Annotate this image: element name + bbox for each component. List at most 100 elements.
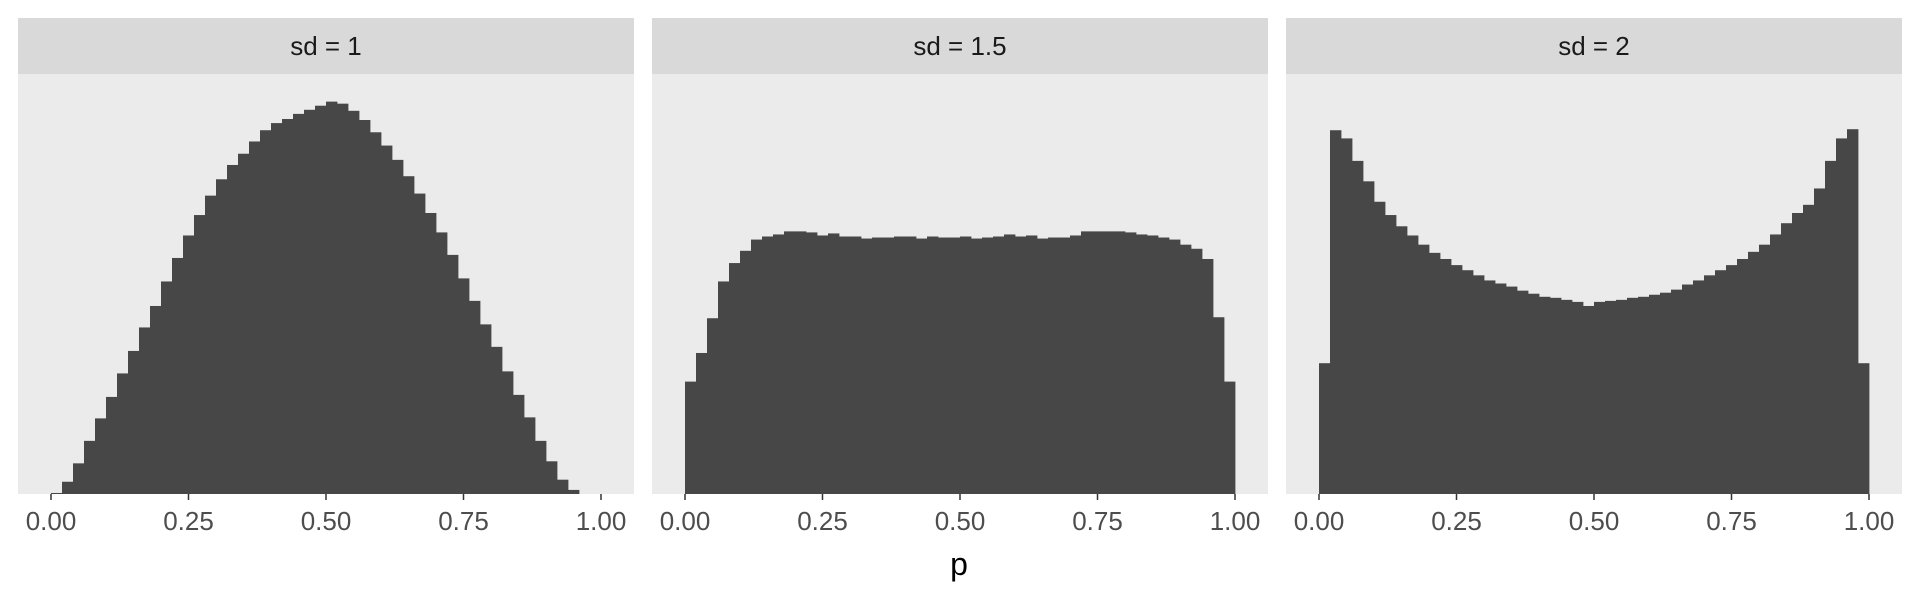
x-tick-label: 1.00	[1210, 506, 1261, 536]
histogram-bar	[1605, 300, 1617, 494]
histogram-bar	[271, 123, 283, 494]
histogram-bar	[1528, 293, 1540, 494]
histogram-bar	[795, 231, 807, 494]
histogram-bar	[1081, 231, 1093, 494]
x-tick-label: 0.50	[301, 506, 352, 536]
histogram-bar	[403, 176, 415, 495]
histogram-bar	[348, 110, 360, 494]
histogram-bar	[1726, 265, 1738, 494]
histogram-bar	[458, 278, 470, 494]
x-tick-label: 0.75	[438, 506, 489, 536]
histogram-bar	[337, 103, 349, 495]
histogram-bar	[1594, 301, 1606, 494]
histogram-bar	[117, 373, 129, 494]
histogram-bar	[491, 346, 503, 494]
x-tick-label: 0.00	[1294, 506, 1345, 536]
histogram-bar	[707, 318, 719, 494]
histogram-bar	[161, 281, 173, 494]
histogram-bar	[128, 350, 140, 494]
histogram-bar	[227, 164, 239, 494]
histogram-bar	[993, 236, 1005, 494]
histogram-bar	[249, 141, 261, 494]
histogram-bar	[436, 232, 448, 494]
histogram-bar	[1616, 299, 1628, 494]
histogram-bar	[1781, 223, 1793, 495]
histogram-bar	[971, 238, 983, 494]
histogram-bar	[1026, 235, 1038, 494]
histogram-bar	[1202, 258, 1214, 494]
histogram-bar	[1572, 301, 1584, 494]
histogram-bar	[524, 417, 536, 494]
facet-strip	[652, 18, 1268, 74]
histogram-bar	[850, 236, 862, 494]
histogram-bar	[1015, 236, 1027, 494]
histogram-bar	[828, 233, 840, 495]
histogram-bar	[1803, 204, 1815, 494]
x-tick-label: 0.50	[1569, 506, 1620, 536]
histogram-bar	[139, 327, 151, 494]
histogram-bar	[1715, 270, 1727, 494]
histogram-bar	[1103, 231, 1115, 494]
histogram-bar	[1649, 294, 1661, 494]
histogram-bar	[1191, 248, 1203, 494]
histogram-bar	[773, 234, 785, 494]
histogram-bar	[1737, 258, 1749, 494]
histogram-bar	[905, 236, 917, 494]
facet-strip-label: sd = 2	[1558, 31, 1630, 61]
histogram-bar	[817, 235, 829, 494]
x-tick-label: 0.25	[797, 506, 848, 536]
histogram-bar	[392, 159, 404, 494]
facet-strip-label: sd = 1	[290, 31, 362, 61]
x-axis-title: p	[950, 546, 968, 582]
histogram-bar	[1418, 244, 1430, 494]
histogram-bar	[1330, 130, 1342, 494]
histogram-bar	[1638, 296, 1650, 494]
histogram-bar	[326, 101, 338, 494]
x-tick-label: 0.25	[163, 506, 214, 536]
histogram-bar	[535, 440, 547, 494]
x-tick-label: 0.00	[26, 506, 77, 536]
histogram-bar	[1858, 363, 1870, 494]
histogram-bar	[1213, 317, 1225, 494]
histogram-bar	[1660, 292, 1672, 494]
histogram-bar	[1836, 138, 1848, 494]
histogram-bar	[1506, 286, 1518, 494]
x-tick-label: 1.00	[576, 506, 627, 536]
histogram-bar	[95, 418, 107, 494]
histogram-bar	[381, 145, 393, 494]
x-tick-label: 1.00	[1844, 506, 1895, 536]
histogram-bar	[557, 479, 569, 494]
x-tick-label: 0.50	[935, 506, 986, 536]
histogram-bar	[260, 130, 272, 494]
histogram-bar	[1136, 234, 1148, 494]
histogram-bar	[238, 153, 250, 494]
histogram-bar	[568, 489, 580, 494]
histogram-bar	[1704, 275, 1716, 494]
x-tick-label: 0.00	[660, 506, 711, 536]
histogram-bar	[1092, 231, 1104, 494]
histogram-bar	[282, 118, 294, 494]
histogram-bar	[1407, 235, 1419, 494]
histogram-bar	[1114, 231, 1126, 494]
histogram-bar	[502, 371, 514, 494]
histogram-bar	[696, 352, 708, 494]
histogram-bar	[62, 481, 74, 494]
histogram-bar	[1037, 238, 1049, 494]
histogram-bar	[872, 237, 884, 494]
x-tick-label: 0.25	[1431, 506, 1482, 536]
facet-strip-label: sd = 1.5	[913, 31, 1006, 61]
histogram-bar	[938, 237, 950, 494]
histogram-bar	[425, 212, 437, 494]
histogram-bar	[469, 300, 481, 494]
histogram-bar	[762, 236, 774, 494]
histogram-bar	[1147, 235, 1159, 494]
histogram-bar	[1224, 381, 1236, 494]
histogram-bar	[1748, 251, 1760, 494]
histogram-bar	[1385, 215, 1397, 494]
histogram-bar	[73, 463, 85, 494]
histogram-bar	[883, 237, 895, 494]
histogram-bar	[172, 257, 184, 494]
histogram-bar	[1517, 290, 1529, 494]
histogram-bar	[370, 132, 382, 494]
